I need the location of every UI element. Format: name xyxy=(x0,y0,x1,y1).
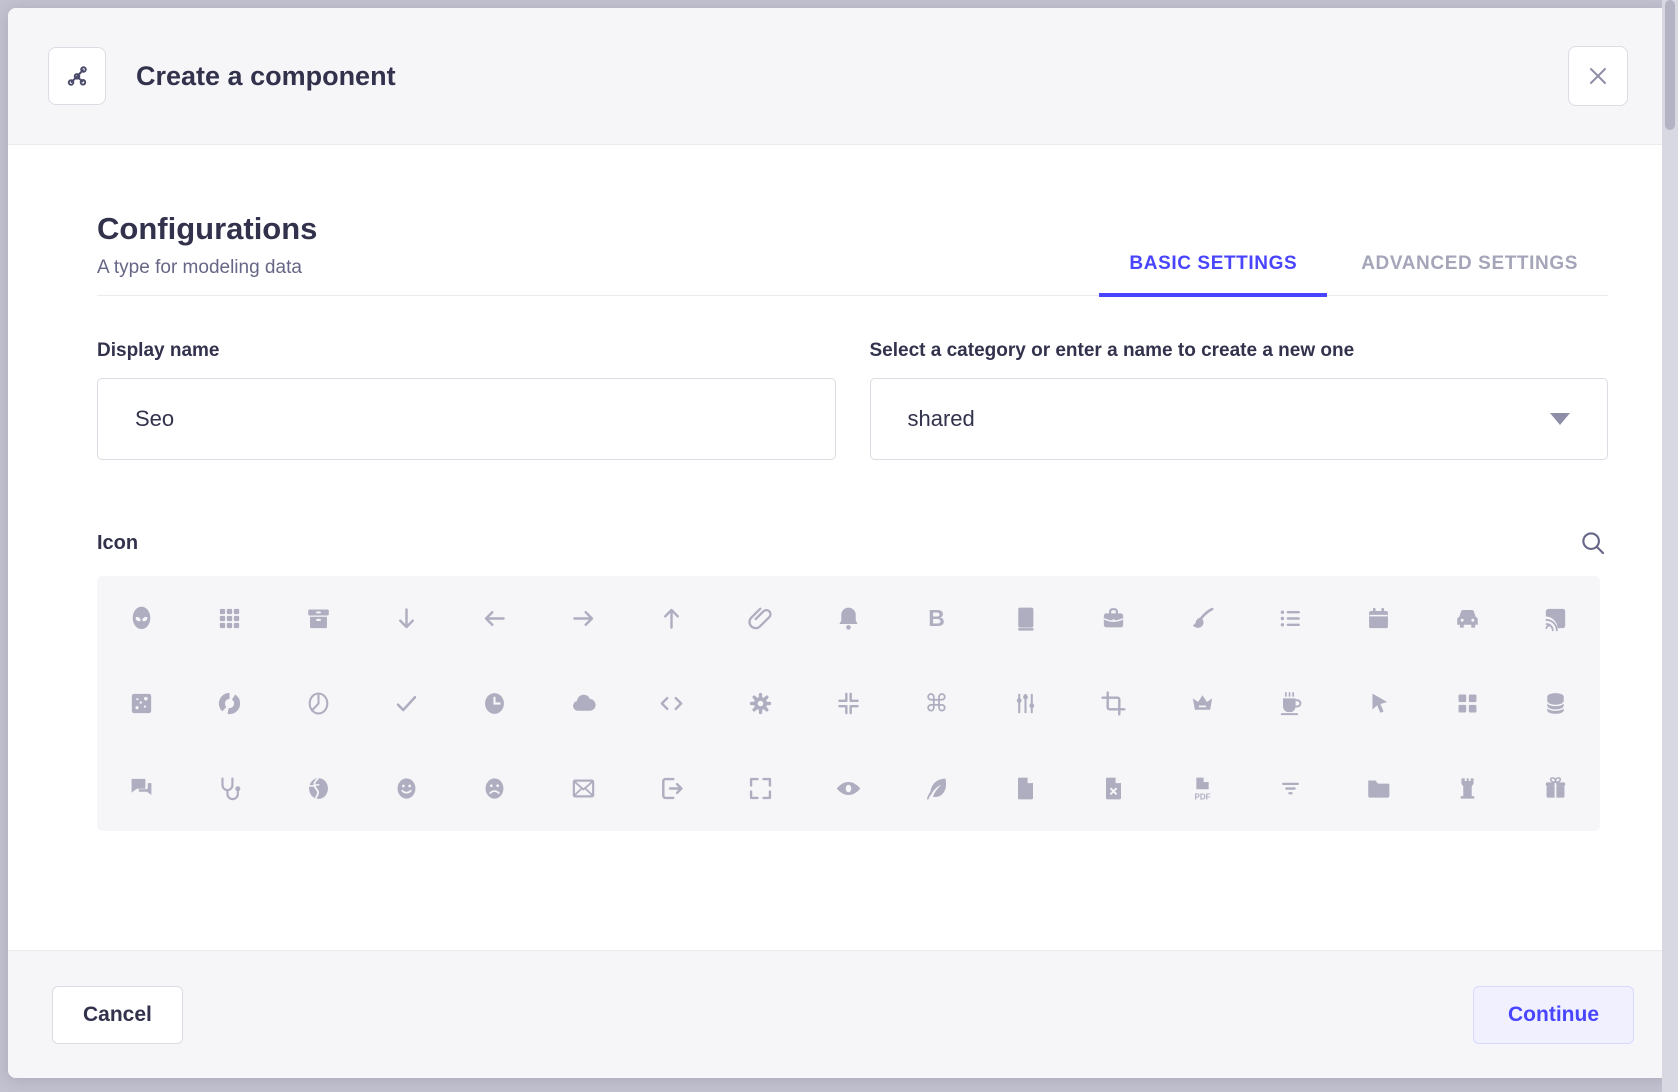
configuration-form: Display name Select a category or enter … xyxy=(97,340,1608,460)
doctor-icon[interactable] xyxy=(185,746,273,831)
eye-icon[interactable] xyxy=(804,746,892,831)
modal-body: Configurations A type for modeling data … xyxy=(8,145,1668,950)
gate-icon[interactable] xyxy=(1423,746,1511,831)
collapse-icon[interactable] xyxy=(804,661,892,746)
file-error-icon[interactable] xyxy=(1070,746,1158,831)
arrow-left-icon[interactable] xyxy=(451,576,539,661)
icon-label: Icon xyxy=(97,531,139,554)
emotion-unhappy-icon[interactable] xyxy=(451,746,539,831)
feather-icon[interactable] xyxy=(893,746,981,831)
tab-advanced-settings[interactable]: ADVANCED SETTINGS xyxy=(1331,253,1608,295)
briefcase-icon[interactable] xyxy=(1070,576,1158,661)
arrow-down-icon[interactable] xyxy=(362,576,450,661)
display-name-group: Display name xyxy=(97,340,836,460)
close-icon xyxy=(1586,64,1610,88)
arrow-up-icon[interactable] xyxy=(627,576,715,661)
code-icon[interactable] xyxy=(627,661,715,746)
page-title: Configurations xyxy=(97,211,318,246)
category-label: Select a category or enter a name to cre… xyxy=(869,340,1355,361)
category-select[interactable]: shared xyxy=(869,378,1608,460)
emotion-happy-icon[interactable] xyxy=(362,746,450,831)
chart-pie-icon[interactable] xyxy=(274,661,362,746)
apps-icon[interactable] xyxy=(185,576,273,661)
crown-icon[interactable] xyxy=(1158,661,1246,746)
gift-icon[interactable] xyxy=(1512,746,1600,831)
tab-basic-settings[interactable]: BASIC SETTINGS xyxy=(1099,253,1328,297)
category-group: Select a category or enter a name to cre… xyxy=(869,340,1608,460)
settings-tabs: BASIC SETTINGS ADVANCED SETTINGS xyxy=(1095,253,1608,297)
modal-title: Create a component xyxy=(136,60,396,91)
cup-icon[interactable] xyxy=(1246,661,1334,746)
icon-grid: B ⌘ PDF xyxy=(97,576,1600,831)
file-pdf-icon[interactable]: PDF xyxy=(1158,746,1246,831)
cloud-icon[interactable] xyxy=(539,661,627,746)
arrow-right-icon[interactable] xyxy=(539,576,627,661)
chart-circle-icon[interactable] xyxy=(185,661,273,746)
bullet-list-icon[interactable] xyxy=(1246,576,1334,661)
exit-icon[interactable] xyxy=(627,746,715,831)
chevron-down-icon xyxy=(1550,413,1570,425)
command-icon[interactable]: ⌘ xyxy=(893,661,981,746)
chart-bubble-icon[interactable] xyxy=(97,661,185,746)
close-button[interactable] xyxy=(1568,46,1628,106)
section-header: Configurations A type for modeling data … xyxy=(97,211,1608,297)
component-icon xyxy=(48,47,106,105)
bold-icon[interactable]: B xyxy=(893,576,981,661)
envelop-icon[interactable] xyxy=(539,746,627,831)
svg-text:PDF: PDF xyxy=(1194,792,1210,801)
modal-footer: Cancel Continue xyxy=(8,950,1668,1078)
expand-icon[interactable] xyxy=(716,746,804,831)
search-icon xyxy=(1578,528,1608,558)
scrollbar[interactable] xyxy=(1662,0,1678,1092)
archive-icon[interactable] xyxy=(274,576,362,661)
folder-icon[interactable] xyxy=(1335,746,1423,831)
search-button[interactable] xyxy=(1578,528,1608,558)
database-icon[interactable] xyxy=(1512,661,1600,746)
dashboard-icon[interactable] xyxy=(1423,661,1511,746)
cursor-icon[interactable] xyxy=(1335,661,1423,746)
check-icon[interactable] xyxy=(362,661,450,746)
scrollbar-thumb[interactable] xyxy=(1665,0,1675,130)
filter-icon[interactable] xyxy=(1246,746,1334,831)
display-name-input[interactable] xyxy=(97,378,836,460)
car-icon[interactable] xyxy=(1423,576,1511,661)
connector-icon[interactable] xyxy=(981,661,1069,746)
attachment-icon[interactable] xyxy=(716,576,804,661)
brush-icon[interactable] xyxy=(1158,576,1246,661)
cog-icon[interactable] xyxy=(716,661,804,746)
calendar-icon[interactable] xyxy=(1335,576,1423,661)
alien-icon[interactable] xyxy=(97,576,185,661)
create-component-modal: Create a component Configurations A type… xyxy=(8,8,1668,1078)
discuss-icon[interactable] xyxy=(97,746,185,831)
svg-text:⌘: ⌘ xyxy=(925,689,949,717)
cast-icon[interactable] xyxy=(1512,576,1600,661)
continue-button[interactable]: Continue xyxy=(1473,985,1634,1044)
file-icon[interactable] xyxy=(981,746,1069,831)
modal-header: Create a component xyxy=(8,8,1668,145)
svg-text:B: B xyxy=(929,605,946,631)
bell-icon[interactable] xyxy=(804,576,892,661)
page-subtitle: A type for modeling data xyxy=(97,257,302,278)
earth-icon[interactable] xyxy=(274,746,362,831)
crop-icon[interactable] xyxy=(1070,661,1158,746)
clock-icon[interactable] xyxy=(451,661,539,746)
cancel-button[interactable]: Cancel xyxy=(52,985,183,1044)
icon-section-header: Icon xyxy=(97,528,1608,558)
display-name-label: Display name xyxy=(97,340,220,361)
category-selected-value: shared xyxy=(907,406,975,431)
book-icon[interactable] xyxy=(981,576,1069,661)
